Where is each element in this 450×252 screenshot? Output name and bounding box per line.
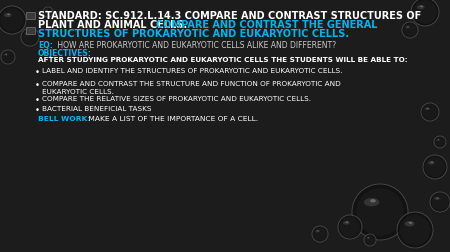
FancyBboxPatch shape [27,13,36,20]
Circle shape [411,0,439,27]
Ellipse shape [367,237,370,239]
Ellipse shape [4,14,12,18]
Text: BACTERIAL BENEFICIAL TASKS: BACTERIAL BENEFICIAL TASKS [42,106,152,112]
Text: COMPARE AND CONTRAST THE STRUCTURE AND FUNCTION OF PROKARYOTIC AND
EUKARYOTIC CE: COMPARE AND CONTRAST THE STRUCTURE AND F… [42,81,341,94]
Ellipse shape [436,198,438,199]
Ellipse shape [27,34,29,35]
Ellipse shape [315,230,320,233]
Text: •: • [35,106,40,115]
Circle shape [397,212,433,248]
Ellipse shape [346,222,348,223]
Circle shape [421,104,439,121]
Ellipse shape [45,11,48,12]
Ellipse shape [25,33,30,36]
Circle shape [413,1,437,25]
Text: COMPARE THE RELATIVE SIZES OF PROKARYOTIC AND EUKARYOTIC CELLS.: COMPARE THE RELATIVE SIZES OF PROKARYOTI… [42,96,311,102]
Text: HOW ARE PROKARYOTIC AND EUKARYOTIC CELLS ALIKE AND DIFFERENT?: HOW ARE PROKARYOTIC AND EUKARYOTIC CELLS… [55,41,336,50]
Circle shape [313,227,327,241]
Circle shape [1,51,15,65]
Text: EQ:: EQ: [38,41,53,50]
Circle shape [0,9,24,33]
Circle shape [435,137,445,147]
Circle shape [338,215,362,239]
Ellipse shape [317,230,319,231]
Text: •: • [35,68,40,77]
Circle shape [430,192,450,212]
Ellipse shape [405,27,410,29]
Ellipse shape [368,237,369,238]
Ellipse shape [427,108,429,110]
Text: OBJECTIVES:: OBJECTIVES: [38,49,92,58]
Text: PLANT AND ANIMAL CELLS.: PLANT AND ANIMAL CELLS. [38,20,191,30]
Circle shape [423,105,438,120]
Circle shape [2,52,14,64]
Text: LABEL AND IDENTIFY THE STRUCTURES OF PROKARYOTIC AND EUKARYOTIC CELLS.: LABEL AND IDENTIFY THE STRUCTURES OF PRO… [42,68,342,74]
Circle shape [21,29,39,47]
Circle shape [425,157,445,177]
Circle shape [340,217,360,237]
Ellipse shape [434,197,440,200]
Text: STRUCTURES OF PROKARYOTIC AND EUKARYOTIC CELLS.: STRUCTURES OF PROKARYOTIC AND EUKARYOTIC… [38,29,349,39]
Ellipse shape [370,199,376,203]
Circle shape [432,194,449,211]
Circle shape [434,137,446,148]
Circle shape [403,24,417,38]
Circle shape [365,235,375,245]
Ellipse shape [407,27,409,28]
Circle shape [352,184,408,240]
Circle shape [356,188,404,236]
Text: BELL WORK:: BELL WORK: [38,115,90,121]
Text: COMPARE AND CONTRAST THE GENERAL: COMPARE AND CONTRAST THE GENERAL [156,20,378,30]
Text: •: • [35,96,40,105]
Text: MAKE A LIST OF THE IMPORTANCE OF A CELL.: MAKE A LIST OF THE IMPORTANCE OF A CELL. [86,115,258,121]
Ellipse shape [7,15,10,16]
Ellipse shape [405,221,414,227]
Ellipse shape [425,108,430,111]
Circle shape [44,9,52,17]
Circle shape [423,155,447,179]
Text: AFTER STUDYING PROKARYOTIC AND EUKARYOTIC CELLS THE STUDENTS WILL BE ABLE TO:: AFTER STUDYING PROKARYOTIC AND EUKARYOTI… [38,57,408,63]
Ellipse shape [436,139,440,141]
Ellipse shape [409,222,412,224]
Ellipse shape [428,161,435,165]
Ellipse shape [420,7,423,8]
Ellipse shape [431,162,433,163]
Text: •: • [35,81,40,90]
Circle shape [43,8,53,18]
Circle shape [402,23,418,39]
Text: STANDARD: SC.912.L.14.3 COMPARE AND CONTRAST STRUCTURES OF: STANDARD: SC.912.L.14.3 COMPARE AND CONT… [38,11,421,21]
Circle shape [364,234,376,246]
Circle shape [400,215,430,245]
Ellipse shape [343,221,350,225]
Ellipse shape [4,54,8,56]
Circle shape [312,226,328,242]
Ellipse shape [364,198,379,207]
Circle shape [22,30,38,45]
Circle shape [0,7,26,35]
FancyBboxPatch shape [27,28,36,35]
Ellipse shape [417,6,425,10]
